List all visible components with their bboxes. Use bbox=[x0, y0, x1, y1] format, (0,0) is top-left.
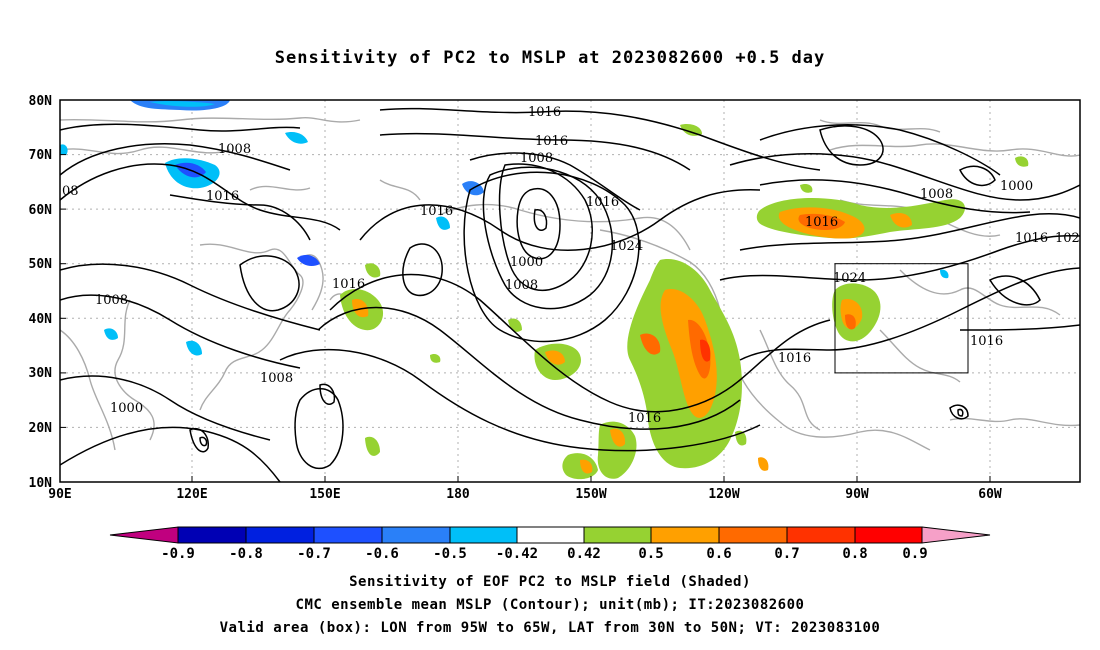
lon-tick-label: 150E bbox=[309, 487, 340, 502]
longitude-labels: 90E 120E 150E 180 150W 120W 90W 60W bbox=[48, 487, 1002, 502]
map-title: Sensitivity of PC2 to MSLP at 2023082600… bbox=[274, 48, 826, 68]
colorbar-bin bbox=[650, 526, 720, 544]
lon-tick-label: 60W bbox=[978, 487, 1002, 502]
contour-label: 1016 bbox=[332, 277, 365, 292]
map-frame bbox=[59, 99, 1081, 483]
colorbar-bin bbox=[381, 526, 451, 544]
colorbar-label: 0.7 bbox=[774, 546, 799, 562]
lat-tick-label: 30N bbox=[29, 366, 53, 381]
colorbar-high-arrow bbox=[921, 526, 991, 544]
lon-tick-label: 90W bbox=[845, 487, 869, 502]
colorbar-label: 0.42 bbox=[567, 546, 601, 562]
caption-shading: Sensitivity of EOF PC2 to MSLP field (Sh… bbox=[349, 574, 751, 590]
contour-label: 08 bbox=[62, 184, 79, 199]
colorbar-label: 0.9 bbox=[902, 546, 927, 562]
colorbar-bin bbox=[583, 526, 652, 544]
contour-label: 1000 bbox=[510, 255, 543, 270]
latitude-labels: 80N 70N 60N 50N 40N 30N 20N 10N bbox=[29, 94, 53, 491]
colorbar-label: 0.5 bbox=[638, 546, 663, 562]
lat-tick-label: 70N bbox=[29, 148, 53, 163]
colorbar bbox=[109, 526, 991, 544]
valid-area-box bbox=[834, 263, 969, 374]
lat-tick-label: 60N bbox=[29, 203, 53, 218]
colorbar-bin bbox=[313, 526, 383, 544]
colorbar-labels: -0.9 -0.8 -0.7 -0.6 -0.5 -0.42 0.42 0.5 … bbox=[161, 546, 928, 562]
contour-label: 1016 bbox=[420, 204, 453, 219]
lon-tick-label: 90E bbox=[48, 487, 71, 502]
contour-label: 1016 bbox=[970, 334, 1003, 349]
contour-label: 1016 bbox=[528, 105, 561, 120]
colorbar-bin bbox=[718, 526, 788, 544]
contour-label: 1008 bbox=[505, 278, 538, 293]
colorbar-label: -0.42 bbox=[496, 546, 538, 562]
contour-label: 102 bbox=[1055, 231, 1080, 246]
lat-tick-label: 50N bbox=[29, 257, 53, 272]
mslp-contours bbox=[60, 107, 1080, 482]
colorbar-low-arrow bbox=[109, 526, 179, 544]
lat-tick-label: 20N bbox=[29, 421, 53, 436]
lon-tick-label: 180 bbox=[446, 487, 470, 502]
colorbar-bin bbox=[854, 526, 923, 544]
contour-label: 1024 bbox=[833, 271, 866, 286]
map-area bbox=[60, 100, 1080, 482]
contour-label: 1008 bbox=[920, 187, 953, 202]
colorbar-label: -0.9 bbox=[161, 546, 195, 562]
caption-valid-area: Valid area (box): LON from 95W to 65W, L… bbox=[219, 620, 881, 636]
contour-label: 1008 bbox=[218, 142, 251, 157]
colorbar-label: -0.5 bbox=[433, 546, 467, 562]
contour-label: 1016 bbox=[805, 215, 838, 230]
colorbar-label: 0.6 bbox=[706, 546, 731, 562]
tick-marks bbox=[60, 99, 991, 483]
colorbar-bin bbox=[786, 526, 856, 544]
lat-tick-label: 10N bbox=[29, 476, 53, 491]
colorbar-bin bbox=[177, 526, 247, 544]
contour-label: 1008 bbox=[520, 151, 553, 166]
colorbar-bin bbox=[449, 526, 518, 544]
contour-label: 1016 bbox=[628, 411, 661, 426]
colorbar-bin bbox=[516, 526, 585, 544]
colorbar-label: 0.8 bbox=[842, 546, 867, 562]
contour-label: 1016 bbox=[535, 134, 568, 149]
contour-label: 1016 bbox=[586, 195, 619, 210]
contour-label: 1016 bbox=[1015, 231, 1048, 246]
contour-labels: 1016 1016 1008 1008 1016 1016 1016 1000 … bbox=[62, 105, 1080, 426]
colorbar-label: -0.7 bbox=[297, 546, 331, 562]
colorbar-bin bbox=[245, 526, 315, 544]
colorbar-label: -0.6 bbox=[365, 546, 399, 562]
lat-tick-label: 80N bbox=[29, 94, 53, 109]
colorbar-label: -0.8 bbox=[229, 546, 263, 562]
lat-tick-label: 40N bbox=[29, 312, 53, 327]
caption-contour: CMC ensemble mean MSLP (Contour); unit(m… bbox=[295, 597, 805, 613]
sensitivity-shading bbox=[60, 100, 1029, 480]
lon-tick-label: 120W bbox=[708, 487, 739, 502]
contour-label: 1024 bbox=[610, 239, 643, 254]
contour-label: 1016 bbox=[778, 351, 811, 366]
contour-label: 1008 bbox=[95, 293, 128, 308]
contour-label: 1000 bbox=[1000, 179, 1033, 194]
contour-label: 1008 bbox=[260, 371, 293, 386]
lon-tick-label: 150W bbox=[575, 487, 606, 502]
contour-label: 1016 bbox=[206, 189, 239, 204]
contour-label: 1000 bbox=[110, 401, 143, 416]
lon-tick-label: 120E bbox=[176, 487, 207, 502]
